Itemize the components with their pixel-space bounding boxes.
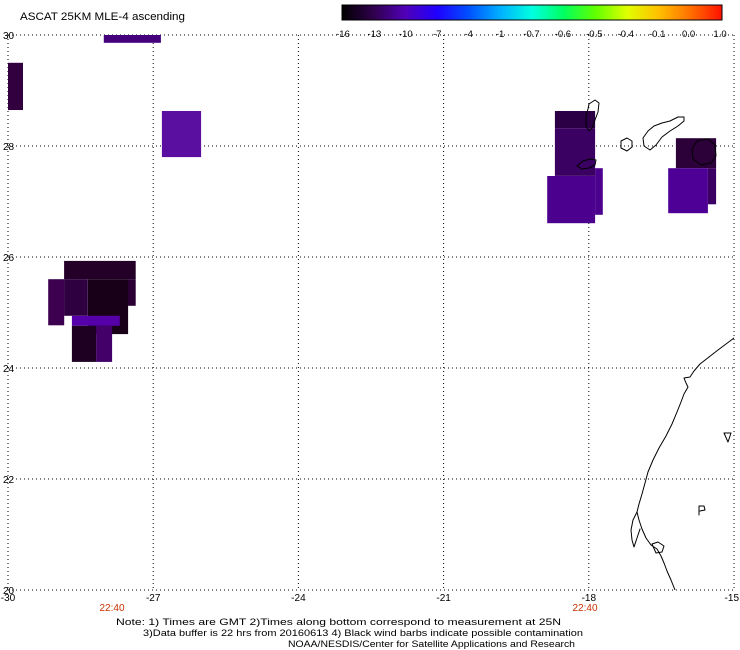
island-outline (642, 116, 685, 151)
latitude-labels: 30 28 26 24 22 20 (3, 31, 15, 597)
mle-cell (554, 128, 596, 176)
colorbar-tick-label: -7 (433, 29, 441, 40)
latitude-label: 24 (3, 364, 15, 375)
mle-cell (64, 260, 136, 280)
mle-cell (71, 325, 97, 362)
colorbar-tick-label: -0.7 (523, 29, 539, 40)
latitude-label: 30 (3, 31, 15, 42)
longitude-label: -24 (291, 593, 306, 604)
coastline-islet (698, 505, 706, 516)
mle-cell (554, 111, 596, 129)
longitude-label: -21 (436, 593, 451, 604)
colorbar-tick-label: -0.4 (618, 29, 634, 40)
mle-cell (96, 325, 113, 362)
longitude-label: -30 (1, 593, 16, 604)
mle-cell (595, 168, 603, 215)
island-outline (620, 137, 633, 152)
latitude-label: 28 (3, 142, 15, 153)
mle-cell (71, 315, 120, 326)
longitude-label: -18 (582, 593, 597, 604)
colorbar-tick-label: -0.5 (586, 29, 602, 40)
mle-cell (668, 168, 708, 214)
latitude-label: 22 (3, 475, 15, 486)
colorbar-tick-label: -0.1 (649, 29, 665, 40)
island-outline (576, 158, 597, 170)
colorbar-tick-label: -13 (368, 29, 382, 40)
footnotes: Note: 1) Times are GMT 2)Times along bot… (116, 617, 583, 650)
latitude-label: 26 (3, 253, 15, 264)
mle-cell (707, 168, 717, 205)
coastlines (576, 99, 734, 590)
mle-cell (103, 35, 161, 43)
colorbar-scale (341, 4, 723, 21)
coastline-islet (651, 541, 665, 554)
latitude-label: 20 (3, 586, 15, 597)
colorbar-tick-label: -0.6 (555, 29, 571, 40)
mle-cell (8, 62, 23, 110)
mle-cell (161, 111, 202, 158)
time-label: 22:40 (572, 603, 597, 614)
mle-cells (8, 35, 717, 362)
coastline-islet (723, 432, 732, 443)
colorbar-tick-label: -16 (336, 29, 350, 40)
mle-cell (547, 176, 596, 224)
mle-cell (48, 279, 65, 326)
footnote-line: NOAA/NESDIS/Center for Satellite Applica… (288, 639, 575, 650)
longitude-labels: -30 -27 -24 -21 -18 -15 (1, 593, 740, 604)
footnote-line: 3)Data buffer is 22 hrs from 20160613 4)… (143, 628, 583, 639)
mle-cell (128, 279, 136, 306)
coastline-africa (636, 337, 734, 590)
mle-cell (64, 279, 88, 316)
longitude-label: -27 (146, 593, 161, 604)
island-outline (585, 99, 600, 132)
time-label: 22:40 (99, 603, 124, 614)
colorbar-tick-label: -10 (399, 29, 413, 40)
longitude-label: -15 (725, 593, 740, 604)
coastline-peninsula (630, 511, 641, 548)
footnote-line: Note: 1) Times are GMT 2)Times along bot… (116, 617, 561, 628)
island-outline (691, 138, 717, 166)
map-title: ASCAT 25KM MLE-4 ascending (20, 11, 185, 23)
